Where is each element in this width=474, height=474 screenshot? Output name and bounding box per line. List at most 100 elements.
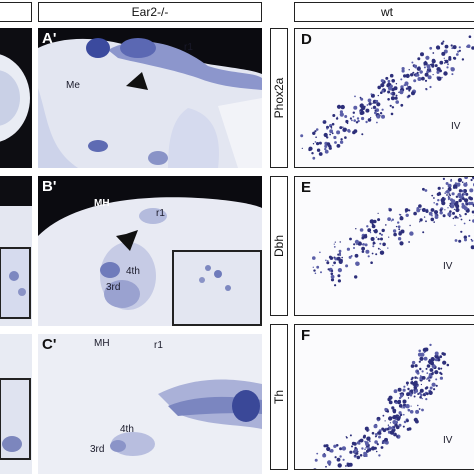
stain-dot <box>365 249 370 254</box>
stain-dot <box>345 264 349 268</box>
stain-dot <box>398 423 402 427</box>
stain-dot <box>352 115 355 118</box>
stain-dot <box>337 253 340 256</box>
inset-b-prime <box>172 250 262 326</box>
stain-dot <box>312 143 315 145</box>
stain-dot <box>471 46 474 50</box>
stain-dot <box>406 392 410 397</box>
stain-dot <box>329 129 333 134</box>
stain-dot <box>419 356 424 361</box>
stain-dot <box>429 368 434 372</box>
stain-dot <box>424 72 429 77</box>
stain-dot <box>416 66 421 71</box>
stain-dot <box>330 272 334 275</box>
stain-dot <box>334 284 337 287</box>
stain-dot <box>444 62 446 64</box>
stain-dot <box>346 122 349 125</box>
stain-dot <box>334 141 337 144</box>
stain-dot <box>405 404 410 409</box>
stain-dot <box>312 156 316 160</box>
stain-dot <box>455 195 459 198</box>
stain-dot <box>361 447 364 450</box>
stain-dot <box>339 253 342 257</box>
stain-dot <box>471 239 474 242</box>
stain-dot <box>313 269 316 272</box>
stain-dot <box>423 216 426 218</box>
stain-dot <box>351 441 356 446</box>
stain-dot <box>402 406 406 409</box>
stain-dot <box>391 91 396 96</box>
stain-dot <box>334 241 336 243</box>
panel-e: E IV <box>294 176 474 316</box>
stain-dot <box>371 223 374 226</box>
stain-dot <box>426 372 429 374</box>
stain-dot <box>420 383 422 386</box>
stain-dot <box>367 118 372 122</box>
stain-dot <box>420 393 423 397</box>
stain-dot <box>470 178 473 182</box>
stain-dot <box>385 224 387 226</box>
stain-dot <box>374 436 377 438</box>
stain-dot <box>457 178 462 183</box>
stain-dot <box>397 237 402 241</box>
stain-dot <box>397 221 400 224</box>
stain-dot <box>458 189 463 193</box>
stain-dot <box>318 152 323 156</box>
stain-dot <box>382 414 385 417</box>
stain-dot <box>387 424 390 426</box>
stain-dot <box>469 188 474 193</box>
stain-dot <box>429 386 433 390</box>
stain-dot <box>405 381 409 385</box>
label-iv-d: IV <box>451 121 461 132</box>
stain-dot <box>451 200 455 205</box>
stain-dot <box>421 397 423 400</box>
stain-dot <box>453 208 455 210</box>
stain-dot <box>418 408 421 410</box>
stain-dot <box>336 144 341 148</box>
stain-dot <box>393 232 397 237</box>
stain-dot <box>437 76 442 81</box>
stain-dot <box>337 268 342 273</box>
stain-dot <box>387 86 393 91</box>
stain-dot <box>398 228 401 231</box>
stain-dot <box>446 363 450 367</box>
stain-dot <box>387 98 390 101</box>
stain-dot <box>425 220 427 223</box>
panel-letter-d: D <box>301 31 312 48</box>
stain-dot <box>410 364 415 368</box>
stain-dot <box>464 177 468 180</box>
stain-dot <box>312 266 314 268</box>
panel-a-partial <box>0 28 32 168</box>
stain-dot <box>394 423 398 427</box>
stain-dot <box>452 211 455 215</box>
stain-dot <box>414 72 419 77</box>
stain-dot <box>413 417 418 422</box>
stain-dot <box>326 127 329 130</box>
stain-dot <box>437 186 441 190</box>
stain-dot <box>429 46 433 50</box>
stain-dot <box>435 378 438 381</box>
label-mh-c-prime: MH <box>94 338 110 349</box>
stain-dot <box>470 245 474 250</box>
stain-dot <box>375 236 378 238</box>
stain-dot <box>393 86 398 91</box>
stain-dot <box>391 218 394 221</box>
stain-dot <box>421 76 425 81</box>
stain-dot <box>323 453 325 455</box>
stain-dot <box>392 229 397 233</box>
stain-dot <box>356 455 361 460</box>
arrowhead-b-prime <box>116 230 138 251</box>
stain-dot <box>448 186 451 189</box>
stain-dot <box>342 458 345 461</box>
stain-dot <box>346 462 351 467</box>
stain-dot <box>403 413 405 416</box>
stain-dot <box>458 46 461 49</box>
stain-dot <box>366 455 368 457</box>
stain-dot <box>333 243 335 245</box>
stain-dot <box>426 392 429 396</box>
stain-dot <box>407 387 410 391</box>
stain-dot <box>334 456 337 459</box>
stain-dot <box>345 468 347 469</box>
stain-dot <box>418 204 422 208</box>
stain-dot <box>370 117 372 119</box>
